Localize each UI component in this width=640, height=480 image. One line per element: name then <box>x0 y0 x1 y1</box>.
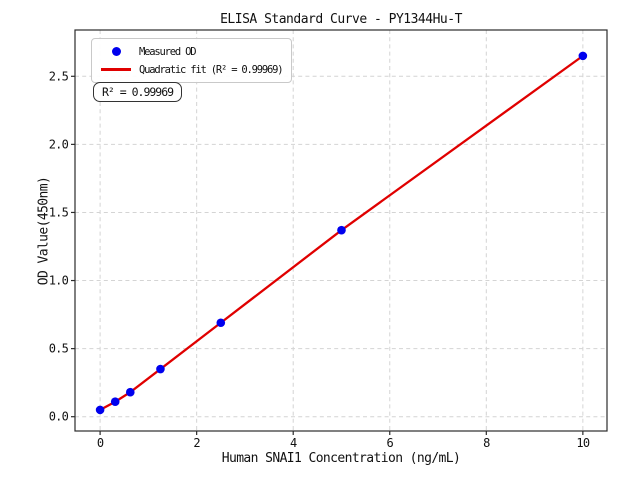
measured-od-point <box>156 364 165 374</box>
legend-handle <box>101 47 131 56</box>
x-tick-label: 0 <box>97 436 104 450</box>
x-tick-label: 10 <box>576 436 589 450</box>
measured-od-point <box>337 225 346 235</box>
x-axis-label: Human SNAI1 Concentration (ng/mL) <box>221 451 461 466</box>
x-tick-label: 8 <box>483 436 490 450</box>
fit-line-marker-icon <box>101 68 131 71</box>
legend-item-fit: Quadratic fit (R² = 0.99969) <box>101 62 284 77</box>
measured-od-point <box>216 318 226 328</box>
chart-title: ELISA Standard Curve - PY1344Hu-T <box>220 12 462 27</box>
x-tick-label: 6 <box>387 436 394 450</box>
x-tick-label: 2 <box>193 436 200 450</box>
measured-od-point <box>125 387 135 397</box>
y-tick-label: 0.0 <box>49 410 69 424</box>
measured-od-point <box>110 397 120 407</box>
measured-od-point <box>578 51 588 61</box>
axes-spines <box>74 29 608 432</box>
legend-label-fit: Quadratic fit (R² = 0.99969) <box>139 63 284 76</box>
measured-od-point <box>95 405 105 415</box>
y-axis-label: OD Value(450nm) <box>36 176 52 286</box>
legend-label-measured: Measured OD <box>139 45 197 58</box>
legend-handle <box>101 68 131 71</box>
r-squared-annotation: R² = 0.99969 <box>93 82 183 102</box>
y-tick-label: 1.5 <box>49 205 69 219</box>
measured-od-marker-icon <box>111 47 121 56</box>
y-tick-label: 1.0 <box>49 274 69 288</box>
y-tick-label: 2.5 <box>49 69 69 83</box>
y-tick-label: 2.0 <box>49 137 69 151</box>
x-tick-label: 4 <box>290 436 297 450</box>
legend: Measured OD Quadratic fit (R² = 0.99969) <box>91 38 293 83</box>
y-tick-label: 0.5 <box>49 342 69 356</box>
legend-item-measured: Measured OD <box>101 44 282 59</box>
